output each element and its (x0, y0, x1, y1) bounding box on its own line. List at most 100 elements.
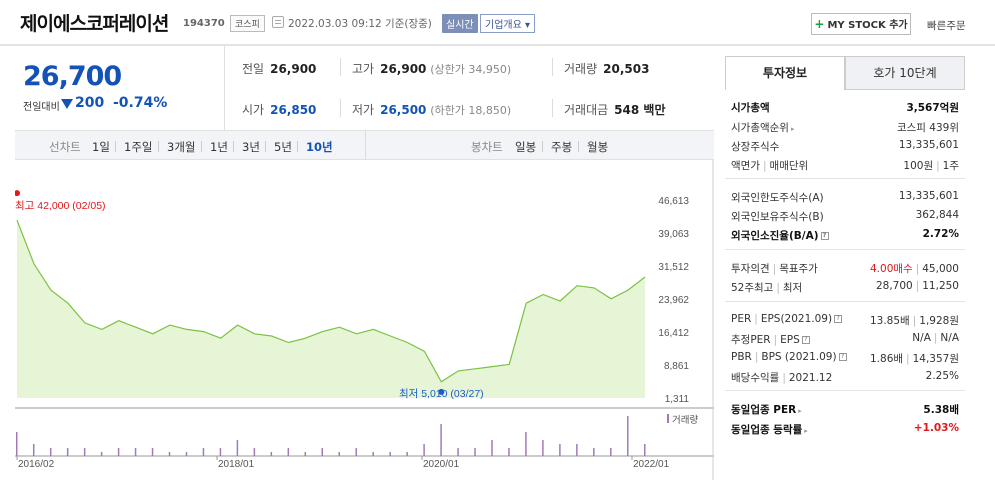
sep: | (754, 351, 759, 363)
min-price-label: 최저 5,010 (03/27) (399, 388, 484, 400)
sep: | (773, 334, 778, 346)
stat-label: 시가 (242, 103, 265, 117)
y-tick-label: 1,311 (665, 394, 690, 405)
info-key: 액면가 | 매매단위 (731, 160, 809, 172)
info-key: 시가총액 (731, 102, 770, 114)
quick-order-link[interactable]: 빠른주문 (927, 20, 966, 32)
volume-bar (644, 444, 646, 456)
company-overview-dropdown[interactable]: 기업개요 ▾ (480, 14, 536, 33)
chevron-down-icon: ▾ (525, 20, 531, 31)
price-chart[interactable]: 46,613 39,063 31,512 23,962 16,412 8,861 1,311… (14, 160, 714, 480)
stat-value: 26,900 (270, 62, 317, 76)
volume-bar (219, 448, 222, 456)
info-row: 외국인소진율(B/A)? 2.72% (731, 228, 959, 244)
volume-bar (66, 448, 69, 456)
price-line (16, 219, 646, 383)
info-key: 외국인한도주식수(A) (731, 192, 824, 204)
stock-code: 194370 (183, 18, 225, 29)
volume-bar (253, 448, 256, 456)
period-1w[interactable]: 1주일 (124, 140, 153, 154)
tab-order-book[interactable]: 호가 10단계 (845, 56, 965, 90)
info-value: 1.86배 | 14,357원 (870, 353, 959, 365)
info-row: 액면가 | 매매단위 100원 | 1주 (731, 158, 959, 174)
period-1y[interactable]: 1년 (210, 140, 228, 154)
stat-label: 전일 (242, 62, 265, 76)
arrow-right-icon[interactable]: ▸ (790, 125, 795, 133)
info-row: 배당수익률 | 2021.12 2.25% (731, 370, 959, 386)
x-tick-label: 2022/01 (633, 459, 670, 470)
candle-monthly[interactable]: 월봉 (587, 140, 609, 154)
period-1d[interactable]: 1일 (92, 140, 110, 154)
volume-bar (202, 448, 205, 456)
info-row: 추정PER | EPS? N/A | N/A (731, 332, 959, 348)
info-row: PER | EPS(2021.09)? 13.85배 | 1,928원 (731, 313, 959, 329)
volume-bar (270, 452, 273, 456)
info-value: 5.38배 (923, 404, 959, 416)
arrow-right-icon[interactable]: ▸ (798, 407, 802, 415)
info-key: 외국인소진율(B/A)? (731, 228, 829, 243)
max-price-marker (14, 190, 20, 197)
info-key: 시가총액순위 ▸ (731, 122, 795, 134)
info-row: 외국인한도주식수(A) 13,335,601 (731, 190, 959, 206)
y-tick-label: 39,063 (658, 229, 689, 240)
info-value: 13,335,601 (898, 139, 959, 151)
panel-separator (725, 178, 965, 179)
divider (340, 58, 341, 76)
stat-volume: 거래량 20,503 (564, 60, 649, 77)
info-value: 100원 | 1주 (903, 160, 959, 172)
stat-value: 548 백만 (614, 103, 666, 117)
volume-bar (491, 440, 493, 456)
period-3y[interactable]: 3년 (242, 140, 260, 154)
stock-header: 제이에스코퍼레이션 194370 코스피 2022.03.03 09:12 기준… (0, 0, 995, 46)
help-icon[interactable]: ? (838, 353, 847, 361)
volume-bar (610, 448, 612, 456)
price-change-percent: -0.74% (113, 95, 168, 111)
separator (233, 141, 234, 152)
arrow-right-icon[interactable]: ▸ (804, 427, 808, 435)
info-row: 52주최고 | 최저 28,700 | 11,250 (731, 280, 959, 296)
sep: | (776, 282, 780, 294)
company-overview-label: 기업개요 (485, 20, 522, 31)
info-value: +1.03% (913, 422, 959, 434)
stat-label: 거래량 (564, 62, 598, 76)
candle-weekly[interactable]: 주봉 (551, 140, 573, 154)
plus-icon: + (814, 17, 825, 31)
stat-high: 고가 26,900 (상한가 34,950) (352, 60, 511, 77)
add-my-stock-button[interactable]: + MY STOCK 추가 (811, 13, 911, 35)
volume-bar (627, 416, 629, 456)
volume-bar (542, 440, 544, 456)
realtime-button[interactable]: 실시간 (442, 14, 478, 33)
info-value: 4.00매수 | 45,000 (870, 263, 959, 275)
y-tick-label: 46,613 (658, 196, 689, 207)
volume-legend-swatch (667, 414, 669, 423)
info-key: 배당수익률 | 2021.12 (731, 372, 833, 384)
info-key: 추정PER | EPS? (731, 332, 810, 347)
volume-bar (236, 440, 239, 456)
volume-bar (83, 448, 86, 456)
panel-separator (725, 390, 965, 391)
tab-investment-info[interactable]: 투자정보 (725, 56, 845, 90)
stock-name: 제이에스코퍼레이션 (20, 13, 169, 35)
volume-bar (185, 452, 188, 456)
volume-bar (100, 452, 103, 456)
separator (297, 141, 298, 152)
info-row: 외국인보유주식수(B) 362,844 (731, 209, 959, 225)
help-icon[interactable]: ? (834, 315, 843, 323)
period-10y[interactable]: 10년 (306, 140, 333, 154)
help-icon[interactable]: ? (801, 336, 810, 344)
info-key: 투자의견 | 목표주가 (731, 263, 818, 275)
info-key: 52주최고 | 최저 (731, 282, 803, 294)
add-my-stock-label: MY STOCK 추가 (827, 20, 908, 31)
help-icon[interactable]: ? (820, 232, 829, 240)
info-row: PBR | BPS (2021.09)? 1.86배 | 14,357원 (731, 351, 959, 367)
panel-separator (725, 249, 965, 250)
period-3m[interactable]: 3개월 (167, 140, 196, 154)
max-price-label: 최고 42,000 (02/05) (15, 200, 106, 212)
volume-bar (406, 452, 408, 456)
info-value: 13,335,601 (898, 190, 959, 202)
info-key: PBR | BPS (2021.09)? (731, 351, 847, 363)
divider (552, 58, 553, 76)
separator (265, 141, 266, 152)
period-5y[interactable]: 5년 (274, 140, 292, 154)
candle-daily[interactable]: 일봉 (515, 140, 537, 154)
